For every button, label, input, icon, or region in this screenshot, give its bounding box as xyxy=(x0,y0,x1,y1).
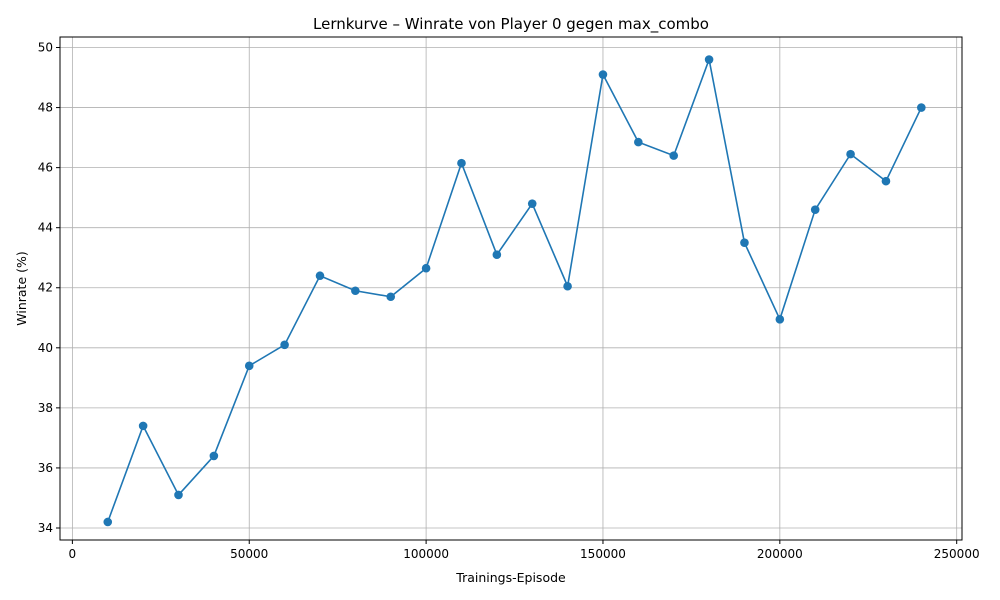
y-tick-label: 48 xyxy=(38,101,53,115)
data-point xyxy=(138,421,148,431)
data-point xyxy=(775,314,785,324)
y-tick-label: 36 xyxy=(38,461,53,475)
data-point xyxy=(810,205,820,214)
x-tick-label: 100000 xyxy=(403,547,449,561)
data-point xyxy=(740,238,749,248)
data-point xyxy=(492,250,502,260)
ticks: 0 50000 100000 150000 200000 250000 34 36 38 40 42… xyxy=(38,41,980,561)
grid xyxy=(60,37,962,540)
x-tick-label: 250000 xyxy=(934,547,980,561)
plot-frame xyxy=(59,36,963,541)
data-point xyxy=(917,103,926,112)
data-point xyxy=(457,158,466,168)
x-tick-label: 0 xyxy=(69,547,77,561)
chart-title: Lernkurve – Winrate von Player 0 gegen m… xyxy=(313,15,709,34)
data-point xyxy=(280,340,289,350)
data-point xyxy=(244,361,254,371)
data-point xyxy=(386,292,396,302)
data-point xyxy=(881,176,891,186)
y-tick-label: 42 xyxy=(38,281,53,295)
y-tick-label: 50 xyxy=(38,41,53,55)
data-point xyxy=(421,263,431,273)
series-line xyxy=(106,56,923,523)
data-point xyxy=(704,55,714,64)
x-tick-label: 150000 xyxy=(580,547,626,561)
data-point xyxy=(598,70,608,79)
x-tick-label: 50000 xyxy=(230,547,268,561)
y-tick-label: 44 xyxy=(38,221,53,235)
data-point xyxy=(315,271,325,281)
data-point xyxy=(351,286,360,296)
series-layer xyxy=(103,55,926,527)
data-point xyxy=(634,137,643,147)
data-point xyxy=(846,149,855,159)
y-tick-label: 38 xyxy=(38,401,53,415)
data-point xyxy=(209,451,219,461)
x-tick-label: 200000 xyxy=(757,547,803,561)
data-point xyxy=(174,490,183,500)
data-point xyxy=(103,517,113,527)
data-point xyxy=(563,281,572,291)
y-tick-label: 40 xyxy=(38,341,53,355)
y-tick-label: 34 xyxy=(38,521,53,535)
data-point xyxy=(669,151,679,160)
y-axis-label: Winrate (%) xyxy=(14,251,29,325)
x-axis-label: Trainings-Episode xyxy=(455,570,566,585)
y-tick-label: 46 xyxy=(38,161,53,175)
data-point xyxy=(527,199,537,208)
